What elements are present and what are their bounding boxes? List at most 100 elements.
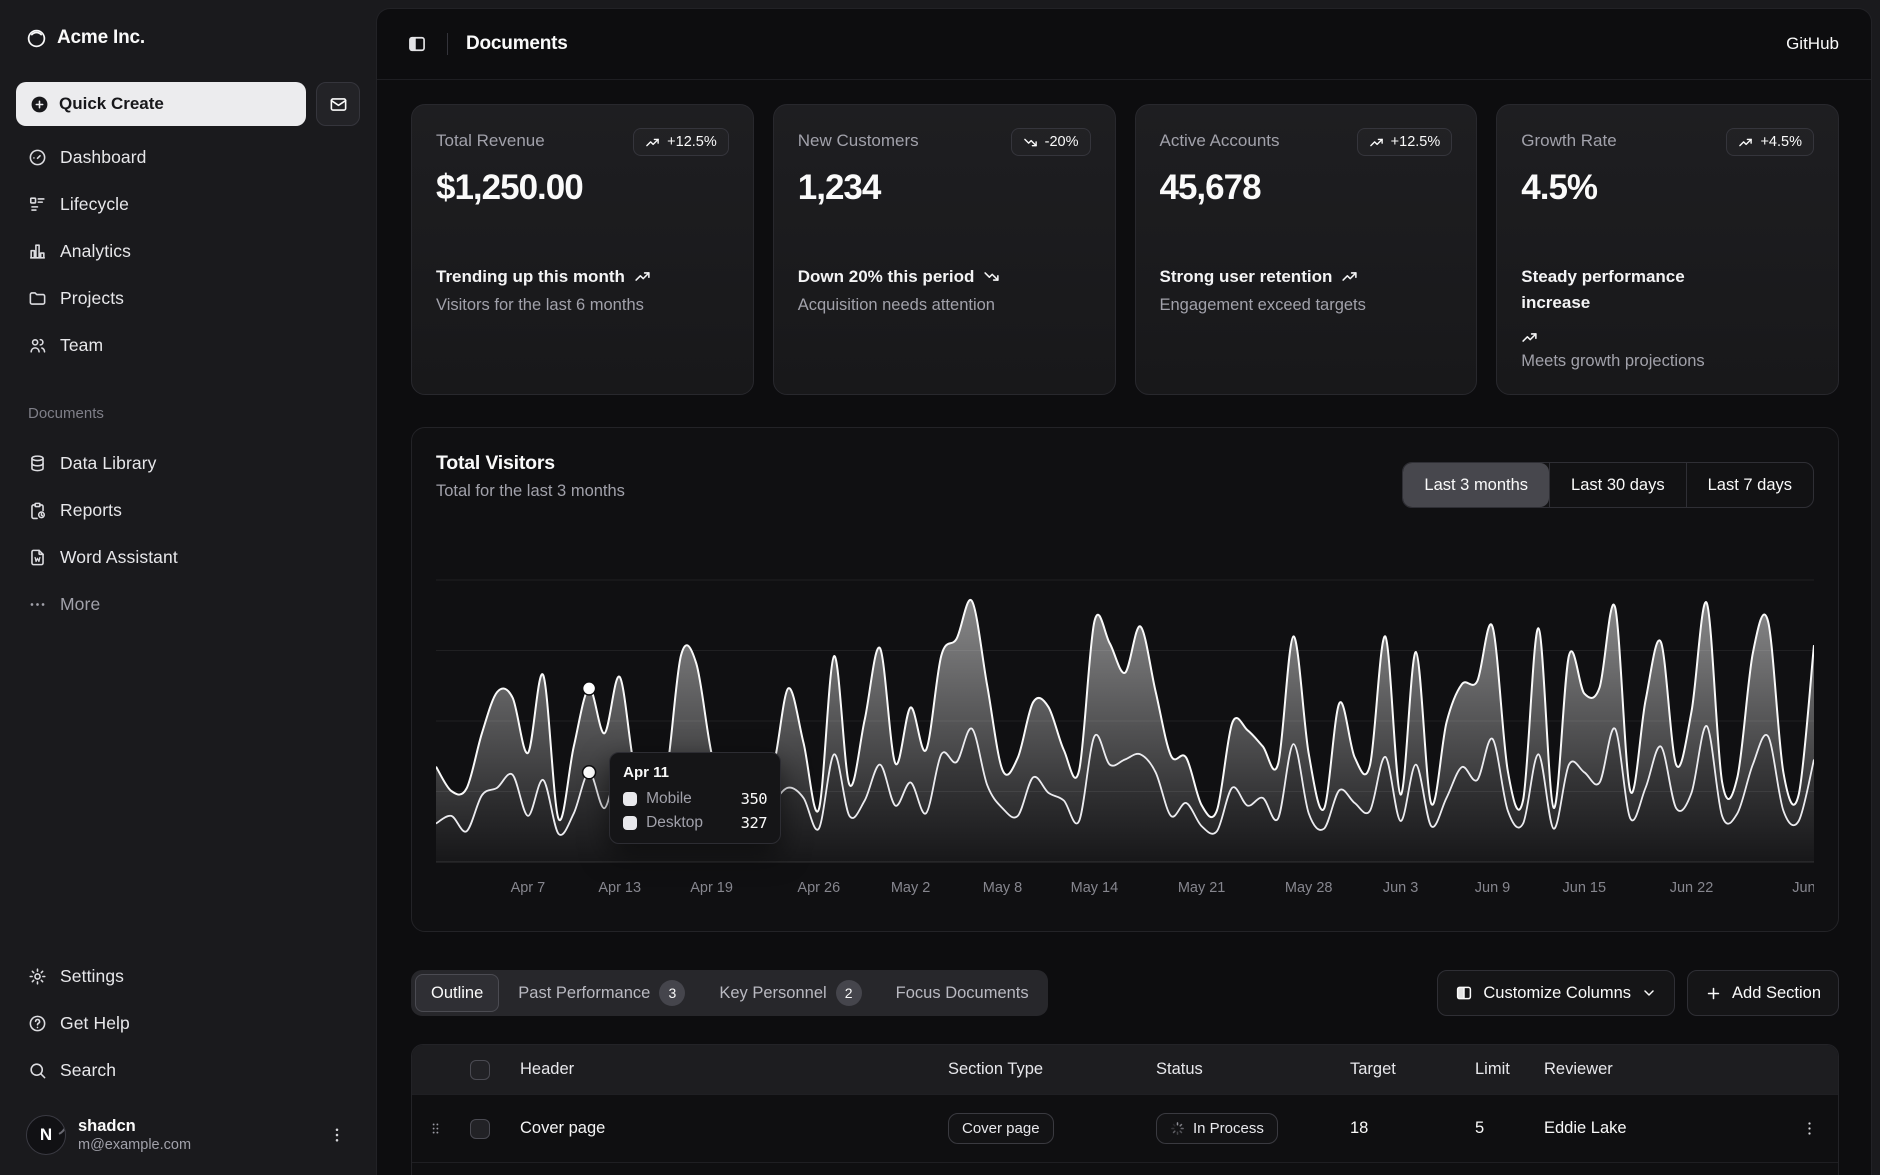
tab-focus-documents[interactable]: Focus Documents: [895, 983, 1029, 1002]
sidebar-item-more[interactable]: More: [16, 583, 360, 625]
stat-value: 4.5%: [1521, 168, 1598, 207]
table-toolbar: Outline Past Performance 3 Key Personnel 2…: [411, 970, 1839, 1016]
drag-handle-icon[interactable]: [412, 1121, 458, 1136]
trend-badge: -20%: [1010, 128, 1091, 156]
tab-key-personnel[interactable]: Key Personnel 2: [704, 974, 876, 1012]
sidebar-item-projects[interactable]: Projects: [16, 277, 360, 319]
documents-section-label: Documents: [28, 405, 104, 422]
sidebar-item-reports[interactable]: Reports: [16, 489, 360, 531]
user-email: m@example.com: [78, 1137, 192, 1153]
avatar: N: [26, 1115, 66, 1155]
customize-columns-button[interactable]: Customize Columns: [1437, 970, 1676, 1016]
tab-past-performance[interactable]: Past Performance 3: [503, 974, 700, 1012]
col-target: Target: [1350, 1060, 1396, 1078]
tab-outline[interactable]: Outline: [415, 974, 500, 1012]
area-chart: Apr 7 Apr 13 Apr 19 Apr 26 May 2 May 8 May 14 M…: [436, 579, 1814, 896]
stat-card-active-accounts: Active Accounts +12.5% 45,678 Strong use…: [1134, 104, 1478, 395]
add-section-button[interactable]: Add Section: [1687, 970, 1839, 1016]
file-word-icon: [28, 548, 47, 567]
loader-icon: [1170, 1121, 1185, 1136]
database-icon: [28, 454, 47, 473]
svg-text:Jun 30: Jun 30: [1792, 880, 1814, 896]
row-reviewer[interactable]: Eddie Lake: [1544, 1119, 1627, 1137]
tab-count-badge: 2: [835, 980, 862, 1006]
sidebar-item-analytics[interactable]: Analytics: [16, 230, 360, 272]
col-header: Header: [520, 1060, 575, 1078]
col-status: Status: [1156, 1060, 1203, 1078]
sidebar-item-search[interactable]: Search: [16, 1049, 360, 1091]
svg-text:Apr 13: Apr 13: [598, 880, 641, 896]
stat-value: $1,250.00: [436, 168, 584, 207]
quick-create-button[interactable]: Quick Create: [16, 82, 306, 126]
sidebar-item-lifecycle[interactable]: Lifecycle: [16, 183, 360, 225]
ellipsis-icon: [28, 595, 47, 614]
tabs-list: Outline Past Performance 3 Key Personnel 2…: [411, 970, 1048, 1016]
sidebar-item-word-assistant[interactable]: Word Assistant: [16, 536, 360, 578]
col-reviewer: Reviewer: [1544, 1060, 1613, 1078]
stat-value: 45,678: [1159, 168, 1262, 207]
trending-up-icon: [1521, 329, 1538, 346]
chart-tooltip: Apr 11 Mobile 350 Desktop 327: [609, 752, 782, 845]
inbox-button[interactable]: [316, 82, 360, 126]
svg-text:May 21: May 21: [1178, 880, 1226, 896]
select-all-checkbox[interactable]: [470, 1059, 490, 1080]
mobile-series-swatch: [623, 792, 638, 807]
trend-badge: +12.5%: [1356, 128, 1453, 156]
github-link[interactable]: GitHub: [1786, 34, 1839, 53]
sidebar-toggle-button[interactable]: [401, 28, 433, 60]
sidebar-item-get-help[interactable]: Get Help: [16, 1002, 360, 1044]
brand-logo-icon: [26, 28, 47, 49]
stat-card-growth-rate: Growth Rate +4.5% 4.5% Steady performanc…: [1496, 104, 1839, 395]
topbar: Documents GitHub: [377, 9, 1871, 80]
row-actions-icon[interactable]: [1797, 1116, 1822, 1141]
row-target[interactable]: 18: [1350, 1119, 1369, 1137]
table-row: Table of contents Table of contents Done…: [412, 1162, 1838, 1175]
row-header[interactable]: Cover page: [520, 1119, 606, 1137]
more-vertical-icon[interactable]: [324, 1122, 350, 1148]
stat-value: 1,234: [797, 168, 882, 207]
trending-up-icon: [1369, 135, 1384, 150]
sidebar-footer: Settings Get Help Search N shadcn m@exam…: [16, 955, 360, 1163]
table-row: Cover page Cover page In Process 18 5 Ed…: [412, 1094, 1838, 1162]
tab-count-badge: 3: [659, 980, 686, 1006]
svg-text:May 8: May 8: [983, 880, 1023, 896]
sidebar-item-team[interactable]: Team: [16, 324, 360, 366]
visitors-chart[interactable]: Apr 7 Apr 13 Apr 19 Apr 26 May 2 May 8 May 14 M…: [436, 566, 1814, 904]
sections-table: Header Section Type Status Target Limit …: [411, 1044, 1839, 1175]
svg-text:Apr 26: Apr 26: [797, 880, 840, 896]
trending-up-icon: [1738, 135, 1753, 150]
plus-icon: [1705, 985, 1722, 1002]
row-checkbox[interactable]: [470, 1118, 490, 1139]
svg-text:Apr 19: Apr 19: [690, 880, 733, 896]
desktop-series-swatch: [623, 816, 638, 831]
sidebar-item-data-library[interactable]: Data Library: [16, 442, 360, 484]
folder-icon: [28, 289, 47, 308]
svg-text:Jun 22: Jun 22: [1670, 880, 1714, 896]
content: Total Revenue +12.5% $1,250.00 Trending …: [377, 80, 1871, 1175]
users-icon: [28, 336, 47, 355]
sidebar-item-dashboard[interactable]: Dashboard: [16, 136, 360, 178]
search-icon: [28, 1061, 47, 1080]
row-limit[interactable]: 5: [1475, 1119, 1485, 1137]
range-last-7-days[interactable]: Last 7 days: [1685, 463, 1813, 507]
divider: [447, 33, 448, 55]
trend-badge: +4.5%: [1726, 128, 1814, 156]
status-badge: In Process: [1156, 1113, 1278, 1144]
sidebar: Acme Inc. Quick Create Dashboard Lifecyc…: [0, 0, 376, 1175]
brand-name: Acme Inc.: [57, 27, 145, 48]
user-name: shadcn: [78, 1117, 136, 1135]
range-last-3-months[interactable]: Last 3 months: [1403, 463, 1550, 507]
sidebar-item-settings[interactable]: Settings: [16, 955, 360, 997]
list-details-icon: [28, 195, 47, 214]
svg-text:May 14: May 14: [1071, 880, 1119, 896]
range-toggle-group: Last 3 months Last 30 days Last 7 days: [1402, 462, 1814, 508]
brand[interactable]: Acme Inc.: [16, 14, 360, 62]
page-title: Documents: [466, 33, 568, 54]
svg-text:May 2: May 2: [891, 880, 931, 896]
trending-down-icon: [1023, 135, 1038, 150]
svg-text:Apr 7: Apr 7: [511, 880, 546, 896]
range-last-30-days[interactable]: Last 30 days: [1549, 463, 1686, 507]
user-menu[interactable]: N shadcn m@example.com: [16, 1107, 360, 1163]
trending-up-icon: [645, 135, 660, 150]
svg-text:Jun 15: Jun 15: [1563, 880, 1607, 896]
